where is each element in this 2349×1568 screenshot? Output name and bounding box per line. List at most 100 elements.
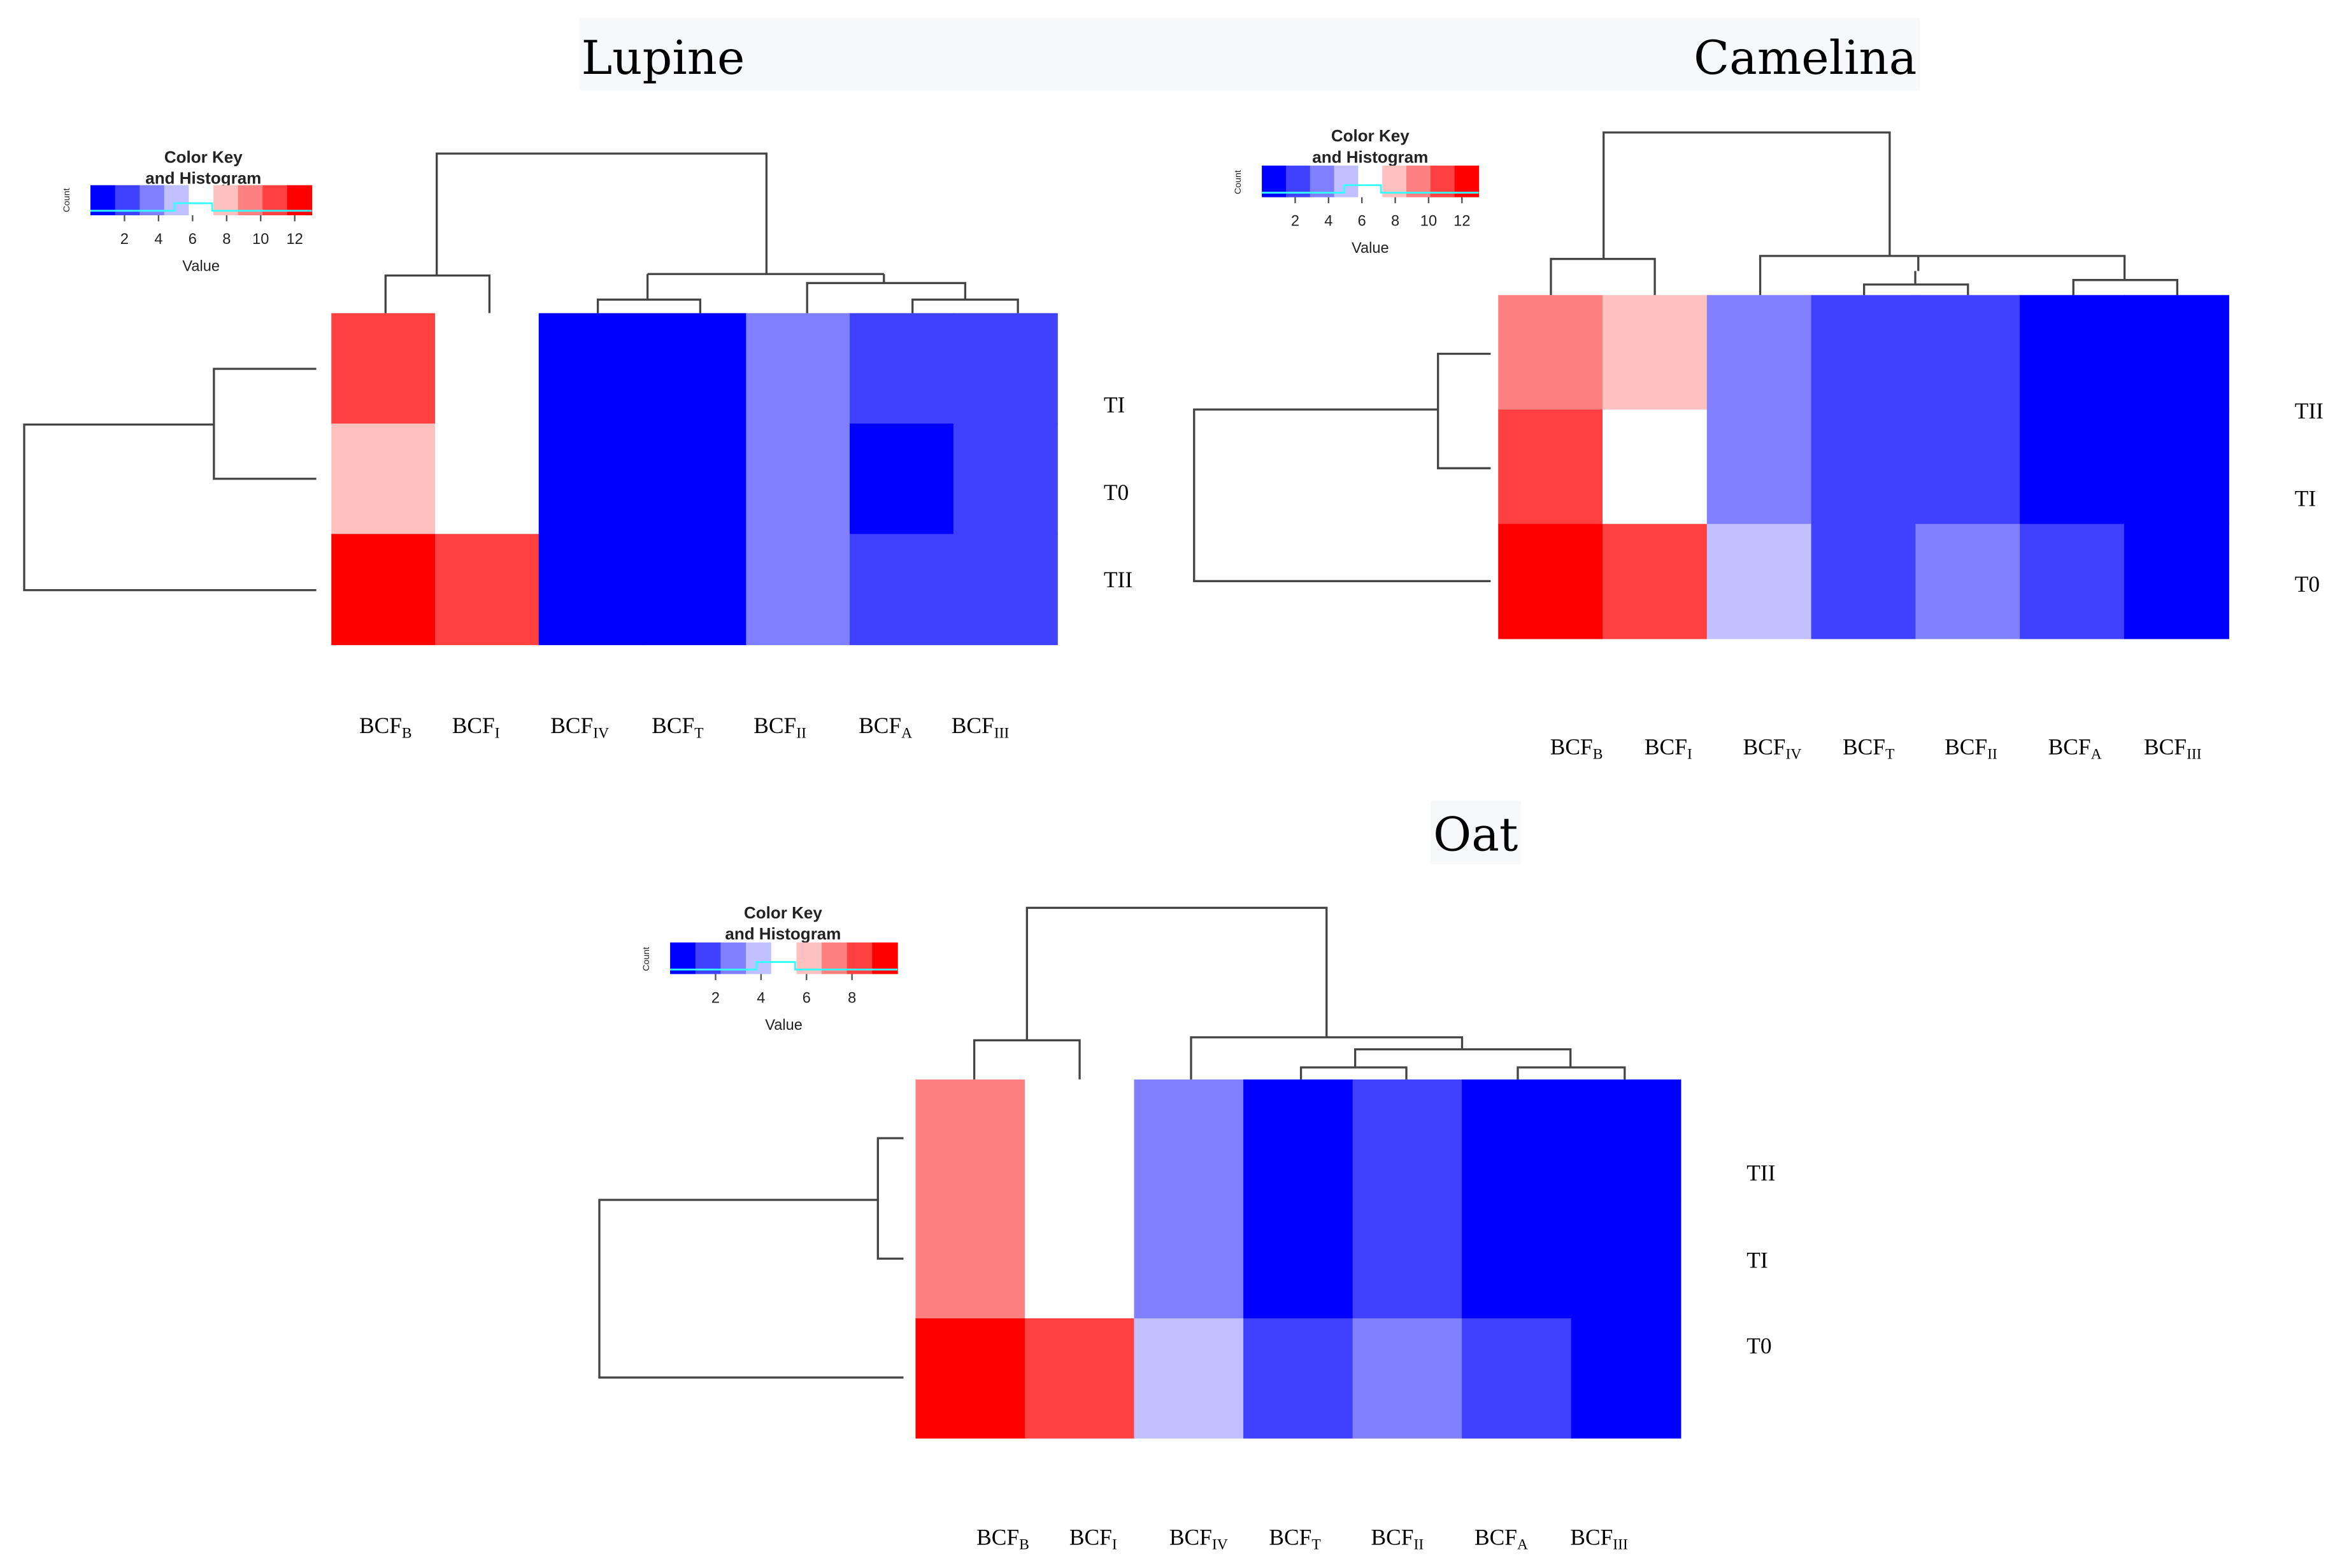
heatmap-cell [1498,409,1604,525]
row-label: TI [2295,485,2316,511]
color-key-tick-label: 4 [757,990,765,1006]
row-label: TII [1746,1160,1775,1185]
column-label: BCFIV [550,713,609,741]
camelina-color-key: Color Key and Histogram Count 2 4 6 8 10 12 Value [1233,126,1480,257]
heatmap-cell [1811,295,1917,411]
heatmap-cell [2124,409,2229,525]
heatmap-cell [746,534,851,645]
heatmap-cell [642,424,747,535]
color-key-swatch [1358,166,1383,197]
heatmap-cell [1134,1199,1245,1320]
color-key-swatch [771,942,797,974]
heatmap-cell [1571,1318,1681,1439]
heatmap-cell [1498,295,1604,411]
heatmap-cell [915,1079,1026,1200]
color-key-tick-label: 12 [287,231,303,248]
column-label: BCFII [753,713,806,741]
row-label: TII [2295,398,2324,424]
row-label: T0 [2295,571,2320,597]
column-label: BCFT [652,713,704,741]
color-key-tick-label: 8 [222,231,231,248]
histogram-line [1262,184,1479,194]
color-key-title: Color Key [744,903,822,922]
heatmap-cell [915,1199,1026,1320]
heatmap-cell [434,424,539,535]
color-key-ylabel: Count [641,947,652,971]
heatmap-cell [850,424,955,535]
heatmap-cell [1352,1199,1463,1320]
heatmap-cell [538,424,643,535]
camelina-column-dendrogram [1550,131,2179,296]
oat-heatmap: TII TI T0 BCFB BCFI BCFIV BCFT BCFII BCFA BCFIII [915,1079,1776,1553]
column-label: BCFIII [2144,734,2202,762]
heatmap-cell [746,313,851,425]
heatmap-cell [850,534,955,645]
heatmap-cell [915,1318,1026,1439]
color-key-ylabel: Count [1233,170,1243,194]
title-band-oat [1430,801,1521,864]
color-key-tick-label: 6 [803,990,811,1006]
camelina-heatmap: TII TI T0 BCFB BCFI BCFIV BCFT BCFII BCFA BCFIII [1498,295,2324,762]
heatmap-cell [2020,409,2125,525]
heatmap-cell [331,534,436,645]
lupine-heatmap: TI T0 TII BCFB BCFI BCFIV BCFT BCFII BCFA BCFIII [331,313,1132,741]
color-key-tick-label: 4 [154,231,162,248]
column-label: BCFII [1945,734,1997,762]
heatmap-cell [1462,1079,1572,1200]
heatmap-cell [1024,1318,1135,1439]
heatmap-cell [642,313,747,425]
color-key-xlabel: Value [1352,240,1389,257]
heatmap-cell [538,313,643,425]
heatmap-cell [746,424,851,535]
column-label: BCFA [2048,734,2102,762]
heatmap-cell [1915,409,2021,525]
heatmap-cell [434,313,539,425]
heatmap-cell [1024,1079,1135,1200]
color-key-xlabel: Value [765,1017,803,1034]
column-label: BCFB [1550,734,1603,762]
heatmap-cell [1243,1199,1353,1320]
heatmap-cell [1603,409,1708,525]
heatmap-cell [2020,524,2125,639]
heatmap-cell [1462,1199,1572,1320]
color-key-subtitle: and Histogram [145,168,261,187]
row-label: T0 [1746,1333,1771,1358]
heatmap-cell [2020,295,2125,411]
column-label: BCFIV [1743,734,1802,762]
color-key-title: Color Key [1331,126,1410,145]
heatmap-cell [953,534,1058,645]
heatmap-cell [953,424,1058,535]
panel-title-lupine: Lupine [582,31,745,85]
color-key-tick-label: 6 [1358,213,1366,230]
color-key-title: Color Key [164,147,243,166]
color-key-tick-label: 10 [1420,213,1437,230]
panel-title-camelina: Camelina [1694,31,1917,85]
oat-color-key: Color Key and Histogram Count 2 4 6 8 Value [641,903,898,1034]
heatmap-cell [538,534,643,645]
heatmap-cell [331,424,436,535]
heatmap-cell [1024,1199,1135,1320]
heatmap-cell [1603,524,1708,639]
color-key-swatch [189,185,214,216]
heatmap-cell [1352,1079,1463,1200]
color-key-ylabel: Count [62,188,72,212]
heatmap-cell [1706,409,1812,525]
lupine-row-dendrogram [23,367,317,592]
heatmap-cell [850,313,955,425]
heatmap-cell [1352,1318,1463,1439]
color-key-subtitle: and Histogram [725,924,841,943]
column-label: BCFA [1474,1524,1528,1553]
column-label: BCFA [859,713,912,741]
heatmap-cell [1498,524,1604,639]
color-key-tick-label: 6 [189,231,197,248]
color-key-tick-label: 2 [711,990,720,1006]
row-label: TI [1746,1247,1767,1272]
color-key-tick-label: 12 [1453,213,1470,230]
color-key-tick-label: 4 [1324,213,1332,230]
heatmap-cell [1243,1318,1353,1439]
oat-row-dendrogram [598,1137,904,1379]
heatmap-cell [331,313,436,425]
heatmap-cell [1134,1079,1245,1200]
row-label: T0 [1104,480,1129,505]
oat-column-dendrogram [973,906,1626,1080]
